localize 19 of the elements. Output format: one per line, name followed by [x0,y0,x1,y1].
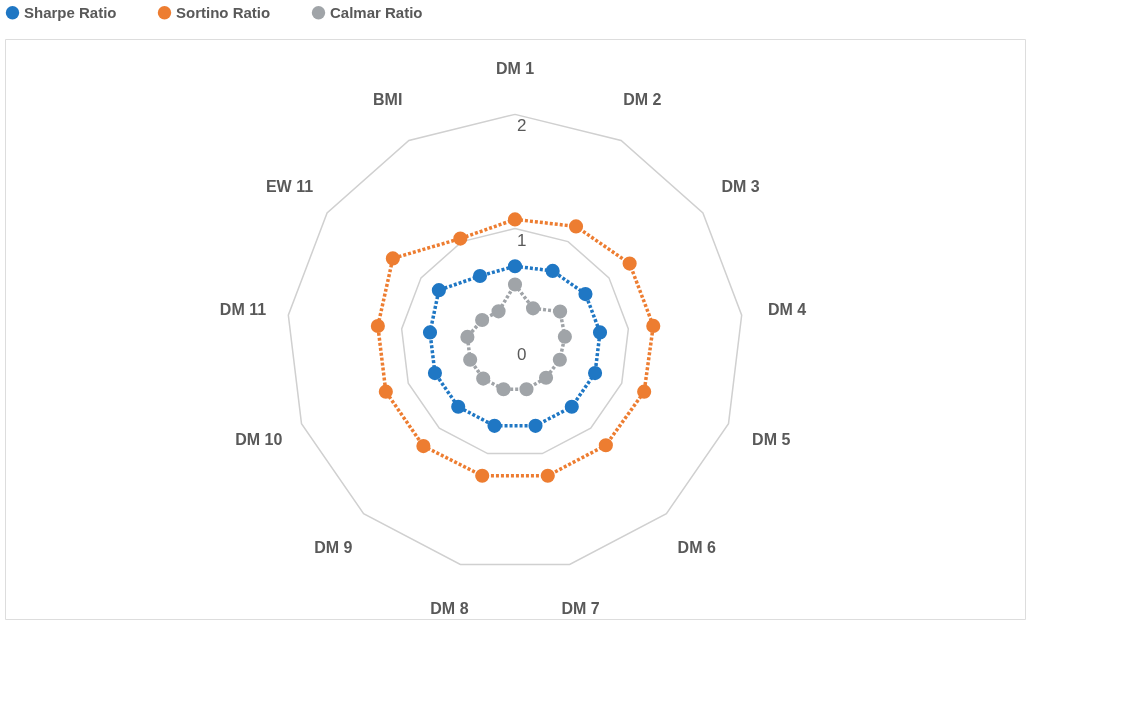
spoke-label: DM 2 [623,91,662,109]
spoke-label: DM 3 [721,178,760,196]
y-tick-label: 0 [517,344,527,364]
spoke-label: BMI [372,91,403,109]
spoke-label: DM 11 [219,300,267,318]
spoke-label: DM 6 [677,538,716,556]
spoke-label: EW 11 [265,178,314,196]
spoke-label: DM 5 [752,430,791,448]
spoke-label: DM 8 [430,599,469,617]
spoke-label: DM 1 [495,59,535,77]
legend-label: Calmar Ratio [330,3,423,21]
spoke-label: DM 9 [314,538,353,556]
y-tick-label: 1 [517,230,527,250]
legend-label: Sharpe Ratio [24,3,117,21]
spoke-label: DM 10 [235,430,283,448]
y-tick-label: 2 [517,116,527,136]
spoke-label: DM 4 [767,300,807,318]
spoke-label: DM 7 [561,599,600,617]
legend-label: Sortino Ratio [176,3,271,21]
